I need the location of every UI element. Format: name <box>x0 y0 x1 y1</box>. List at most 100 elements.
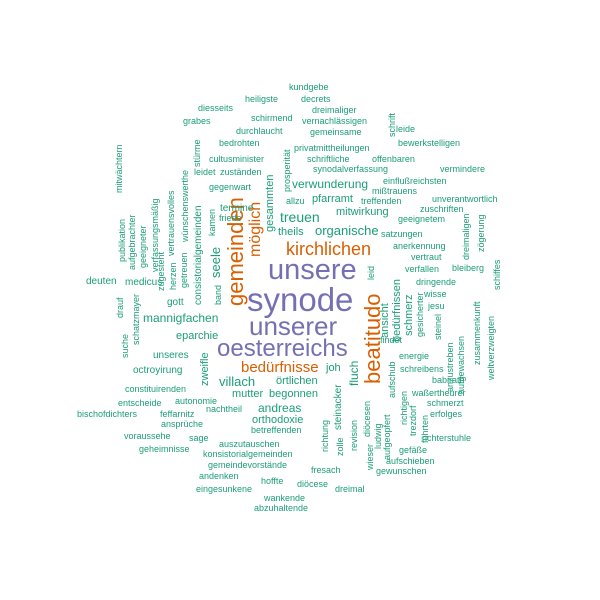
word-grabes: grabes <box>183 116 211 126</box>
word-verfallen: verfallen <box>405 264 440 274</box>
word-mannigfachen: mannigfachen <box>143 311 219 325</box>
word-gemeindevorstande: gemeindevorstände <box>208 460 288 470</box>
word-schiffes: schiffes <box>492 259 502 290</box>
word-sturme: stürme <box>192 139 202 167</box>
word-suche: suche <box>120 333 130 358</box>
word-heiligste: heiligste <box>245 94 279 104</box>
word-geeignetem: geeignetem <box>398 214 446 224</box>
word-andenken: andenken <box>199 471 239 481</box>
word-zugesteht: zugesteht <box>156 251 166 291</box>
word-pfarramt: pfarramt <box>312 193 353 205</box>
word-band: band <box>213 284 223 305</box>
word-octroyirung: octroyirung <box>133 365 183 376</box>
word-voraussehe: voraussehe <box>124 431 171 441</box>
word-dreimal: dreimal <box>335 484 365 494</box>
word-ortlichen: örtlichen <box>276 375 318 387</box>
word-bedurfnisse: bedürfnisse <box>241 359 319 376</box>
word-offenbaren: offenbaren <box>372 154 415 164</box>
word-organische: organische <box>315 223 379 238</box>
word-dreimaligen: dreimaligen <box>461 213 471 260</box>
word-diesseits: diesseits <box>198 103 234 113</box>
word-bewerkstelligen: bewerkstelligen <box>398 138 461 148</box>
word-anzustreben: anzustreben <box>445 342 455 392</box>
word-treffenden: treffenden <box>361 196 402 206</box>
word-unverantwortlich: unverantwortlich <box>432 194 498 204</box>
word-misstrauens: mißtrauens <box>372 186 418 196</box>
word-leidet: leidet <box>194 167 216 177</box>
word-ansicht: ansicht <box>379 303 391 338</box>
word-kundgebe: kundgebe <box>289 82 329 92</box>
word-autonomie: autonomie <box>175 396 218 406</box>
word-gewunschen: gewunschen <box>376 466 427 476</box>
word-dreimaliger: dreimaliger <box>312 105 357 115</box>
word-oesterreichs: oesterreichs <box>217 335 348 362</box>
word-sage: sage <box>189 433 209 443</box>
word-bischofdichters: bischofdichters <box>77 409 138 419</box>
word-kirchlichen: kirchlichen <box>286 239 372 259</box>
word-fuhrten: führten <box>420 414 430 443</box>
word-leide: leide <box>396 124 416 134</box>
word-gesicherter: gesicherter <box>415 292 425 337</box>
word-einflussreichsten: einflußreichsten <box>383 176 447 186</box>
word-nachtheil: nachtheil <box>206 404 243 414</box>
word-zogerung: zögerung <box>476 214 486 252</box>
word-vertrauensvolles: vertrauensvolles <box>166 190 176 256</box>
word-aufgewachsen: aufgewachsen <box>456 335 466 394</box>
word-verwunderung: verwunderung <box>292 177 369 191</box>
word-synode: synode <box>247 281 354 318</box>
word-wankende: wankende <box>264 493 306 503</box>
word-jesu: jesu <box>428 301 445 311</box>
word-durchlaucht: durchlaucht <box>236 126 283 136</box>
word-begonnen: begonnen <box>269 388 318 400</box>
word-gesammten: gesammten <box>264 174 276 232</box>
word-theils: theils <box>278 226 304 238</box>
word-diocesen: diöcesen <box>362 400 372 437</box>
word-anerkennung: anerkennung <box>393 241 446 251</box>
word-fluch: fluch <box>347 360 361 386</box>
word-hoffte: hoffte <box>261 476 284 486</box>
word-steinel: steinel <box>433 313 443 340</box>
word-schrift: schrift <box>387 112 397 137</box>
word-andreas: andreas <box>258 401 302 415</box>
word-entscheide: entscheide <box>118 398 162 408</box>
word-eparchie: eparchie <box>176 330 219 342</box>
word-betreffenden: betreffenden <box>251 425 302 435</box>
word-wunschenswerthe: wünschenswerthe <box>180 169 190 242</box>
word-unserer: unserer <box>249 311 338 341</box>
word-schatzmayer: schatzmayer <box>131 293 141 345</box>
word-feffarnitz: feffarnitz <box>160 409 195 419</box>
word-aufschieben: aufschieben <box>386 456 435 466</box>
word-villach: villach <box>219 374 256 389</box>
word-seele: seele <box>208 246 223 278</box>
word-weltverzweigten: weltverzweigten <box>486 315 496 380</box>
word-schmerzt: schmerzt <box>427 398 464 408</box>
word-abzuhaltende: abzuhaltende <box>254 503 309 513</box>
word-deuten: deuten <box>86 276 117 287</box>
word-friede: friede <box>219 213 242 223</box>
word-dringende: dringende <box>416 277 457 287</box>
word-treuen: treuen <box>280 209 320 225</box>
word-gefasse: gefäße <box>399 445 428 455</box>
word-publikation: publikation <box>117 218 127 262</box>
word-zolle: zolle <box>335 437 345 456</box>
word-constituirenden: constituirenden <box>125 384 187 394</box>
word-vertraut: vertraut <box>411 252 442 262</box>
word-aufschub: aufschub <box>387 361 397 398</box>
word-mitwachtern: mitwächtern <box>114 144 124 193</box>
word-gott: gott <box>167 297 184 308</box>
word-termine: termine <box>220 203 254 214</box>
word-zweifle: zweifle <box>199 352 211 386</box>
word-orthodoxie: orthodoxie <box>252 414 304 426</box>
word-allzu: allzu <box>286 196 305 206</box>
word-prosperitat: prosperität <box>282 149 292 192</box>
word-satzungen: satzungen <box>381 229 423 239</box>
word-energie: energie <box>399 351 430 361</box>
word-aufgeopfert: aufgeopfert <box>382 414 392 460</box>
word-findet: findet <box>380 335 403 345</box>
word-consistorialgemeinden: consistorialgemeinden <box>193 205 204 305</box>
word-getreuen: getreuen <box>179 252 189 288</box>
word-konsistorialgemeinden: konsistorialgemeinden <box>203 449 293 459</box>
word-diocese: diöcese <box>297 479 329 489</box>
word-zuschriften: zuschriften <box>420 204 464 214</box>
